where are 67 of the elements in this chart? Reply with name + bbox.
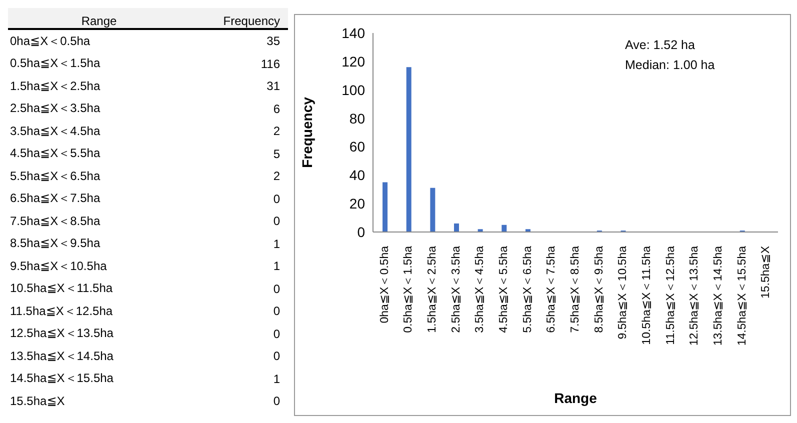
x-tick-label: 4.5ha≦X＜5.5ha [498, 245, 510, 333]
y-tick-label: 0 [357, 224, 366, 240]
category-label: 13.5ha≦X＜14.5ha [9, 348, 114, 365]
data-label: 2 [272, 124, 281, 138]
x-tick-label: 8.5ha≦X＜9.5ha [593, 245, 606, 333]
category-label: 5.5ha≦X＜6.5ha [9, 168, 102, 185]
x-tick-label: 15.5ha≦X [760, 246, 772, 298]
data-label: 2 [272, 169, 281, 184]
data-label: 1 [272, 236, 281, 251]
x-tick-label: 14.5ha≦X＜15.5ha [736, 245, 748, 346]
data-label: 0 [272, 326, 281, 341]
bar [454, 223, 459, 232]
x-tick-label: 1.5ha≦X＜2.5ha [426, 245, 439, 333]
x-tick-label: 5.5ha≦X＜6.5ha [522, 245, 534, 333]
x-tick-label: 2.5ha≦X＜3.5ha [450, 245, 462, 333]
data-label: 6 [272, 102, 281, 116]
x-tick-label: 9.5ha≦X＜10.5ha [617, 245, 630, 340]
category-label: 9.5ha≦X＜10.5ha [9, 258, 108, 275]
x-tick-label: 0ha≦X＜0.5ha [378, 245, 391, 324]
data-label: 1 [272, 259, 281, 274]
category-label: 7.5ha≦X＜8.5ha [9, 212, 102, 230]
x-tick-label: 6.5ha≦X＜7.5ha [546, 245, 558, 333]
annotation: Ave: 1.52 ha [625, 37, 696, 54]
text: Range [80, 14, 118, 28]
x-tick-label: 7.5ha≦X＜8.5ha [570, 245, 582, 333]
y-tick-label: 140 [342, 24, 366, 41]
x-tick-label: 0.5ha≦X＜1.5ha [402, 245, 415, 333]
x-tick-label: 11.5ha≦X＜12.5ha [664, 245, 677, 345]
category-label: 3.5ha≦X＜4.5ha [9, 122, 102, 140]
category-label: 15.5ha≦X [9, 394, 66, 408]
data-label: 116 [260, 56, 281, 71]
data-label: 35 [266, 34, 281, 48]
category-label: 2.5ha≦X＜3.5ha [9, 100, 102, 118]
y-tick-label: 80 [349, 110, 366, 126]
bar [382, 182, 388, 232]
text: Frequency [222, 14, 281, 28]
category-label: 0ha≦X＜0.5ha [9, 32, 92, 50]
x-tick-label: 10.5ha≦X＜11.5ha [640, 245, 653, 345]
x-tick-label: 12.5ha≦X＜13.5ha [688, 245, 701, 346]
category-label: 6.5ha≦X＜7.5ha [9, 190, 102, 208]
category-label: 4.5ha≦X＜5.5ha [9, 145, 102, 162]
y-tick-label: 20 [349, 196, 366, 212]
x-axis-title: Range [554, 390, 598, 406]
y-tick-label: 100 [342, 82, 366, 98]
annotation: Median: 1.00 ha [625, 57, 715, 74]
category-label: 11.5ha≦X＜12.5ha [9, 302, 114, 320]
bar [502, 224, 507, 232]
bar [430, 188, 436, 232]
x-tick-label: 3.5ha≦X＜4.5ha [474, 245, 486, 333]
x-tick-label: 13.5ha≦X＜14.5ha [712, 245, 724, 346]
y-tick-label: 60 [349, 138, 366, 155]
category-label: 0.5ha≦X＜1.5ha [9, 55, 102, 72]
data-label: 0 [272, 304, 281, 318]
data-label: 31 [266, 79, 281, 94]
data-label: 0 [272, 192, 281, 206]
bar [406, 67, 412, 232]
data-label: 0 [272, 214, 281, 228]
category-label: 1.5ha≦X＜2.5ha [9, 78, 102, 95]
data-label: 0 [272, 349, 281, 364]
category-label: 14.5ha≦X＜15.5ha [9, 370, 114, 388]
data-label: 0 [272, 282, 281, 296]
y-axis-title: Frequency [298, 96, 315, 168]
y-tick-label: 120 [342, 53, 366, 70]
data-label: 0 [272, 394, 281, 408]
y-tick-label: 40 [349, 167, 366, 184]
data-label: 5 [272, 146, 281, 161]
data-label: 1 [272, 372, 281, 386]
